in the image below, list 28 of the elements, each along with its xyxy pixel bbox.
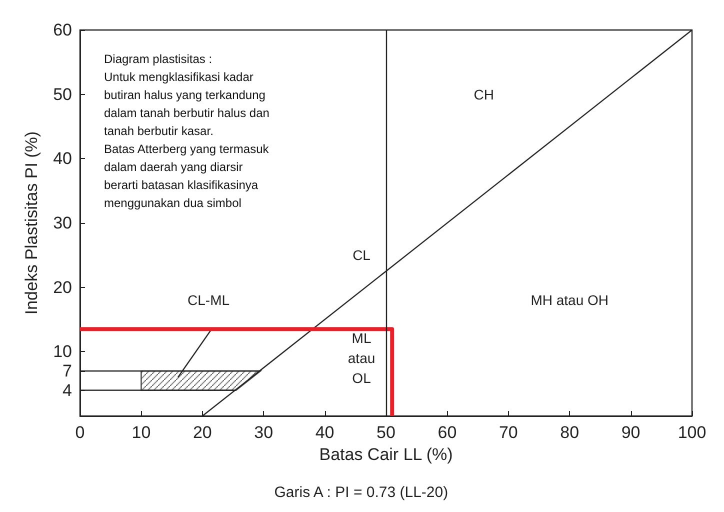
y-axis-title: Indeks Plastisitas PI (%) bbox=[22, 131, 41, 315]
annotation: MH atau OH bbox=[530, 292, 609, 308]
annotation: CL bbox=[352, 247, 371, 264]
x-tick-label: 0 bbox=[75, 423, 85, 442]
y-tick-label: 30 bbox=[53, 214, 72, 232]
y-tick-label: 4 bbox=[62, 380, 72, 400]
x-tick-label: 50 bbox=[376, 423, 396, 442]
x-tick-label: 60 bbox=[438, 423, 457, 442]
y-tick-label: 7 bbox=[62, 361, 72, 380]
x-tick-label: 90 bbox=[621, 423, 640, 442]
y-tick-label: 10 bbox=[53, 342, 72, 362]
x-tick-label: 30 bbox=[254, 423, 274, 442]
y-tick-label: 20 bbox=[53, 278, 72, 297]
annotation: CH bbox=[474, 86, 494, 102]
y-tick-label: 60 bbox=[53, 20, 72, 40]
y-tick-label: 40 bbox=[53, 149, 72, 168]
x-tick-label: 10 bbox=[132, 423, 151, 442]
y-tick-label: 50 bbox=[53, 84, 72, 104]
x-tick-label: 100 bbox=[678, 423, 706, 442]
annotation: ML atau OL bbox=[348, 330, 376, 386]
annotation: CL-ML bbox=[188, 292, 230, 308]
x-axis-title: Batas Cair LL (%) bbox=[319, 444, 453, 464]
x-tick-label: 70 bbox=[498, 423, 518, 442]
text: Garis A : PI = 0.73 (LL-20) bbox=[274, 484, 448, 501]
x-tick-label: 80 bbox=[560, 423, 580, 442]
x-tick-label: 40 bbox=[315, 423, 334, 442]
text: Diagram plastisitas : Untuk mengklasifikasi kadar butiran halus yang terkandung dalam tanah berbutir halus dan tanah berbutir kasar. Batas Atterberg yang termasuk dalam daerah yang diarsir berarti batasan klasifikasinya menggunakan dua simbol bbox=[104, 52, 270, 210]
x-tick-label: 20 bbox=[192, 423, 212, 442]
